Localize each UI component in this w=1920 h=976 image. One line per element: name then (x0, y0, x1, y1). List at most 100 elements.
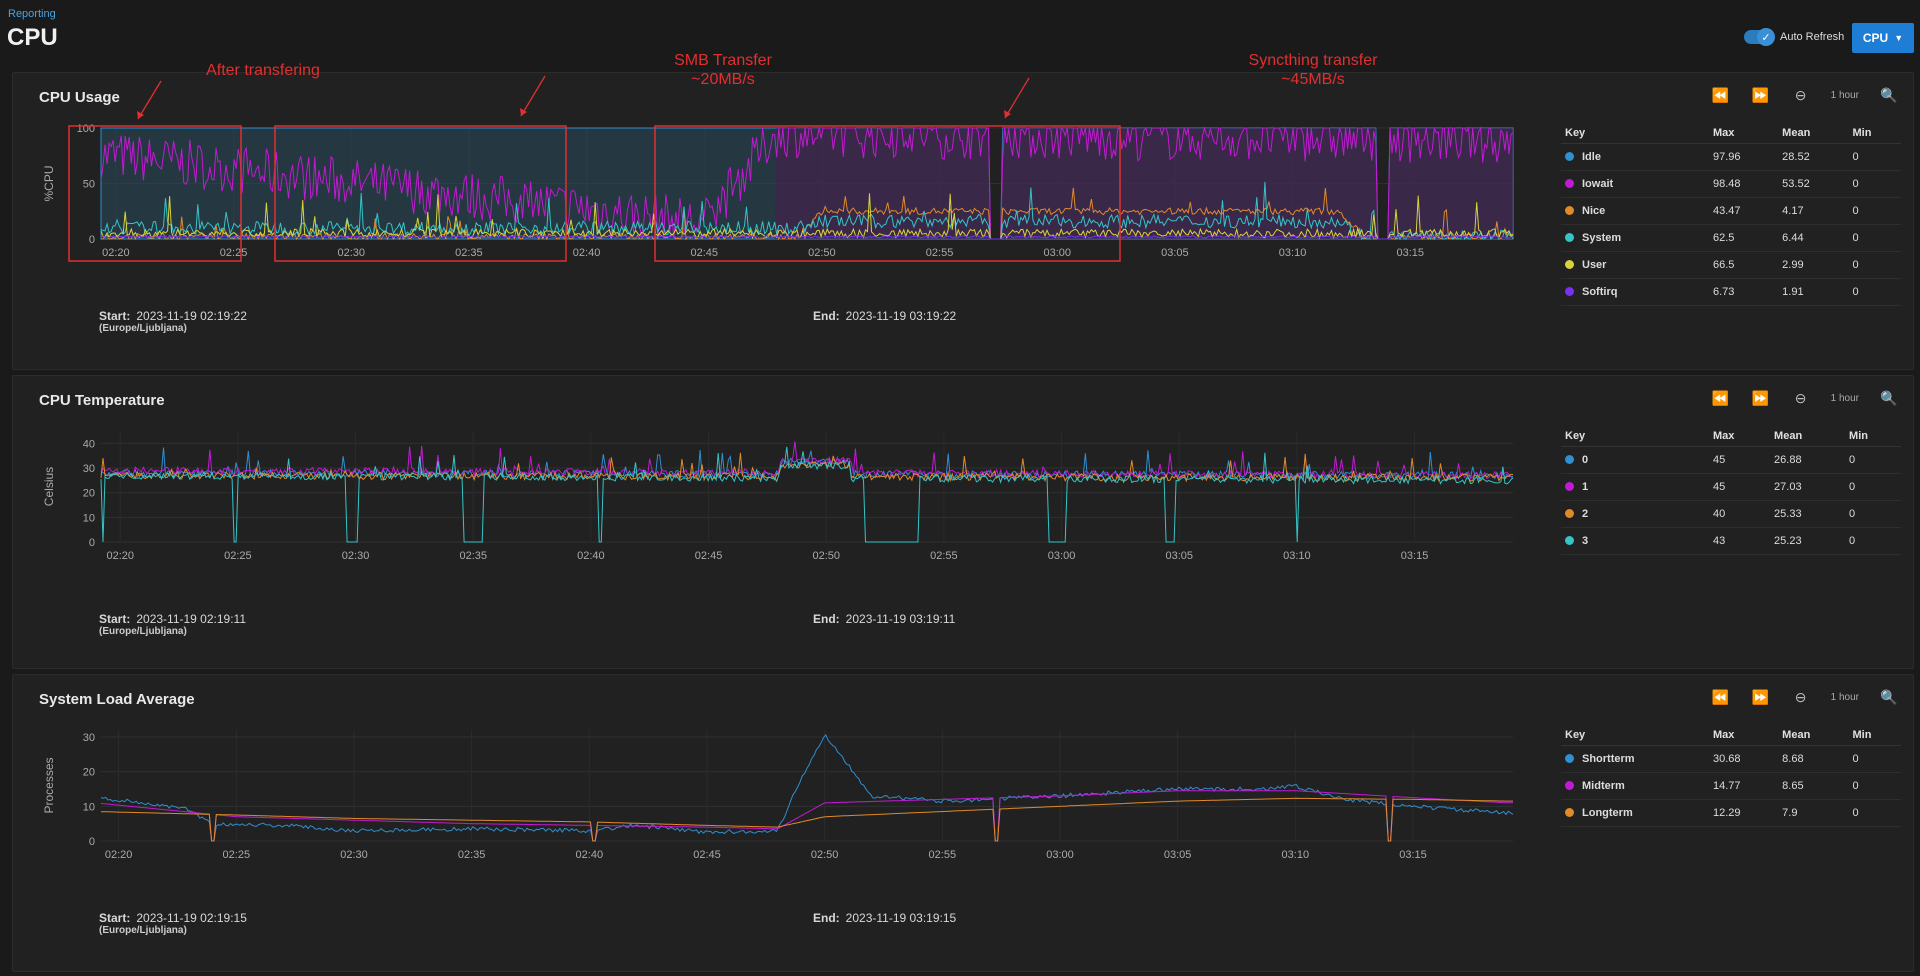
x-tick-label: 02:45 (693, 849, 721, 861)
legend-mean: 27.03 (1770, 473, 1846, 501)
legend-key: Shortterm (1561, 745, 1709, 773)
zoom-out-icon[interactable]: ⊖ (1794, 390, 1807, 406)
chart-svg[interactable]: 0 10 20 30 02:20 02:25 02:30 02:35 02:40 02:45 02:… (13, 675, 1553, 971)
legend-key: Idle (1561, 143, 1709, 171)
y-tick-label: 20 (83, 767, 95, 779)
check-icon: ✓ (1757, 28, 1775, 46)
chart-svg[interactable]: 0 10 20 30 40 02:20 02:25 02:30 02:35 02:40 02:45 0… (13, 376, 1553, 672)
x-tick-label: 03:05 (1164, 849, 1192, 861)
timezone: (Europe/Ljubljana) (99, 323, 187, 334)
x-tick-label: 02:50 (808, 247, 836, 259)
legend-name: User (1582, 259, 1607, 271)
legend-mean: 8.65 (1778, 772, 1849, 800)
x-tick-label: 02:30 (340, 849, 368, 861)
annotation-box (68, 125, 242, 262)
series-color-dot (1565, 206, 1574, 215)
chart-toolbar: ⏪ ⏩ ⊖ 1 hour 🔍 (1711, 390, 1899, 407)
legend-row[interactable]: Midterm 14.77 8.65 0 (1561, 772, 1901, 800)
x-tick-label: 03:05 (1161, 247, 1189, 259)
legend-row[interactable]: 3 43 25.23 0 (1561, 527, 1901, 555)
annotation-box (654, 125, 1121, 262)
y-tick-label: 100 (77, 123, 95, 135)
legend-key: Iowait (1561, 170, 1709, 198)
rewind-icon[interactable]: ⏪ (1711, 87, 1730, 103)
legend-name: System (1582, 232, 1622, 244)
legend-row[interactable]: Idle 97.96 28.52 0 (1561, 143, 1901, 171)
breadcrumb[interactable]: Reporting (8, 8, 56, 20)
zoom-in-icon[interactable]: 🔍 (1880, 689, 1898, 705)
x-tick-label: 02:30 (337, 247, 365, 259)
rewind-icon[interactable]: ⏪ (1711, 390, 1730, 406)
x-tick-label: 03:00 (1048, 550, 1076, 562)
legend-mean: 7.9 (1778, 799, 1849, 827)
legend-max: 45 (1709, 473, 1771, 501)
annotation-arrow (137, 80, 162, 120)
legend-row[interactable]: 0 45 26.88 0 (1561, 446, 1901, 474)
legend-row[interactable]: User 66.5 2.99 0 (1561, 251, 1901, 279)
legend-key: 1 (1561, 473, 1709, 501)
report-select-button[interactable]: CPU ▼ (1852, 23, 1914, 53)
annotation-label: Syncthing transfer ~45MB/s (1248, 52, 1378, 88)
legend-min: 0 (1848, 278, 1901, 306)
legend-row[interactable]: Longterm 12.29 7.9 0 (1561, 799, 1901, 827)
legend-row[interactable]: Nice 43.47 4.17 0 (1561, 197, 1901, 225)
zoom-out-icon[interactable]: ⊖ (1794, 689, 1807, 705)
series-line-midterm (100, 790, 1513, 842)
x-tick-label: 02:35 (459, 550, 487, 562)
legend-key: User (1561, 251, 1709, 279)
legend-row[interactable]: Shortterm 30.68 8.68 0 (1561, 745, 1901, 773)
panel-title: System Load Average (39, 691, 195, 708)
panel-cpu-usage: CPU Usage ⏪ ⏩ ⊖ 1 hour 🔍 0 50 100 02:20 02:2… (12, 52, 1914, 370)
series-color-dot (1565, 509, 1574, 518)
series-color-dot (1565, 754, 1574, 763)
legend-table: Key Max Mean Min 0 45 26.88 0 1 45 27.03 0 … (1561, 426, 1901, 555)
caret-down-icon: ▼ (1894, 33, 1904, 43)
x-tick-label: 02:20 (106, 550, 134, 562)
legend-row[interactable]: Softirq 6.73 1.91 0 (1561, 278, 1901, 306)
legend-min: 0 (1848, 170, 1901, 198)
legend-name: Nice (1582, 205, 1606, 217)
legend-min: 0 (1848, 143, 1901, 171)
legend-max: 62.5 (1709, 224, 1779, 252)
fast-forward-icon[interactable]: ⏩ (1751, 390, 1770, 406)
start-label: Start: (99, 911, 131, 925)
rewind-icon[interactable]: ⏪ (1711, 689, 1730, 705)
series-line-iowait (100, 126, 1514, 240)
series-iowait-area (774, 128, 1513, 239)
fast-forward-icon[interactable]: ⏩ (1751, 689, 1770, 705)
start-label: Start: (99, 309, 131, 323)
annotation-arrowhead (137, 111, 144, 119)
series-line-core-2 (100, 452, 1514, 483)
annotation-label: SMB Transfer ~20MB/s (674, 52, 772, 88)
zoom-out-icon[interactable]: ⊖ (1794, 87, 1807, 103)
legend-row[interactable]: 2 40 25.33 0 (1561, 500, 1901, 528)
legend-max: 30.68 (1709, 745, 1779, 773)
legend-key: Longterm (1561, 799, 1709, 827)
y-tick-label: 20 (83, 488, 95, 500)
annotation-label: After transfering (206, 62, 320, 79)
legend-row[interactable]: Iowait 98.48 53.52 0 (1561, 170, 1901, 198)
fast-forward-icon[interactable]: ⏩ (1751, 87, 1770, 103)
toggle-switch[interactable]: ✓ (1744, 28, 1775, 46)
annotation-box (274, 125, 567, 262)
zoom-in-icon[interactable]: 🔍 (1880, 87, 1898, 103)
time-range-label: 1 hour (1830, 90, 1859, 101)
panel-cpu-temperature: CPU Temperature ⏪ ⏩ ⊖ 1 hour 🔍 0 10 20 30 40… (12, 375, 1914, 669)
legend-name: 0 (1582, 454, 1589, 466)
legend-header: Mean (1778, 725, 1849, 746)
auto-refresh-toggle[interactable]: ✓ Auto Refresh (1744, 28, 1844, 46)
end-label: End: (813, 911, 840, 925)
panel-title: CPU Usage (39, 89, 120, 106)
legend-row[interactable]: 1 45 27.03 0 (1561, 473, 1901, 501)
end-value: 2023-11-19 03:19:11 (845, 612, 956, 626)
legend-min: 0 (1845, 473, 1901, 501)
zoom-in-icon[interactable]: 🔍 (1880, 390, 1898, 406)
x-tick-label: 02:35 (455, 247, 483, 259)
chart-svg[interactable]: 0 50 100 02:20 02:25 02:30 02:35 02:40 02:45 02:5… (13, 73, 1553, 369)
series-line-core-1 (100, 441, 1514, 480)
x-tick-label: 02:40 (576, 849, 604, 861)
legend-row[interactable]: System 62.5 6.44 0 (1561, 224, 1901, 252)
legend-mean: 8.68 (1778, 745, 1849, 773)
x-tick-label: 02:40 (577, 550, 605, 562)
page-header: Reporting CPU ✓ Auto Refresh CPU ▼ (0, 0, 1920, 64)
